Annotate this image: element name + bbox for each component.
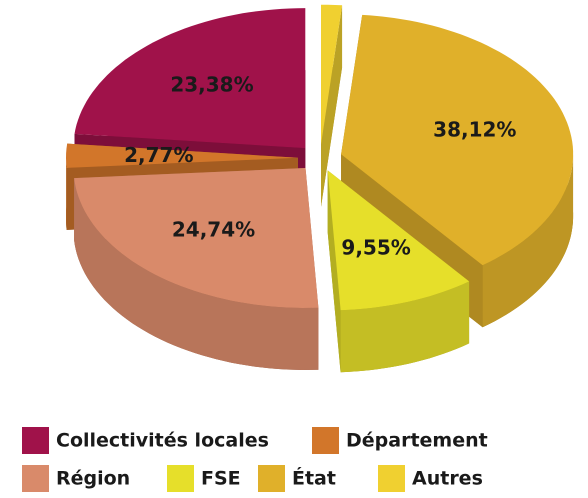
slice: [321, 4, 343, 207]
legend-label: Département: [346, 430, 488, 452]
slice-wall: [340, 281, 470, 373]
data-label: 38,12%: [433, 117, 516, 141]
data-label: 9,55%: [341, 236, 410, 260]
slice-top: [321, 4, 343, 145]
legend-swatch: [312, 427, 339, 454]
legend-swatch: [22, 465, 49, 492]
legend-label: FSE: [201, 468, 241, 490]
legend-label: Collectivités locales: [56, 430, 269, 452]
slice-top: [66, 143, 298, 168]
slice-wall: [74, 178, 319, 370]
slice-wall: [66, 157, 67, 230]
slice-top: [74, 168, 319, 308]
slice: [327, 170, 470, 373]
slice-wall: [482, 154, 574, 328]
slice-top: [74, 8, 306, 149]
legend-swatch: [167, 465, 194, 492]
slice: [74, 168, 319, 370]
slice-side: [321, 5, 343, 207]
legend-label: État: [292, 467, 336, 490]
legend-swatch: [22, 427, 49, 454]
legend-label: Autres: [412, 468, 483, 490]
legend: Collectivités locales Département Région FS…: [22, 427, 488, 492]
data-label: 23,38%: [170, 72, 253, 96]
slice-top: [327, 170, 470, 311]
legend-swatch: [258, 465, 285, 492]
slice-top: [341, 14, 574, 266]
data-label: 2,77%: [124, 143, 193, 167]
legend-label: Région: [56, 468, 130, 490]
legend-swatch: [378, 465, 405, 492]
data-label: 24,74%: [172, 218, 255, 242]
pie: 1,45%23,38%38,12%2,77%24,74%9,55%: [66, 4, 574, 373]
